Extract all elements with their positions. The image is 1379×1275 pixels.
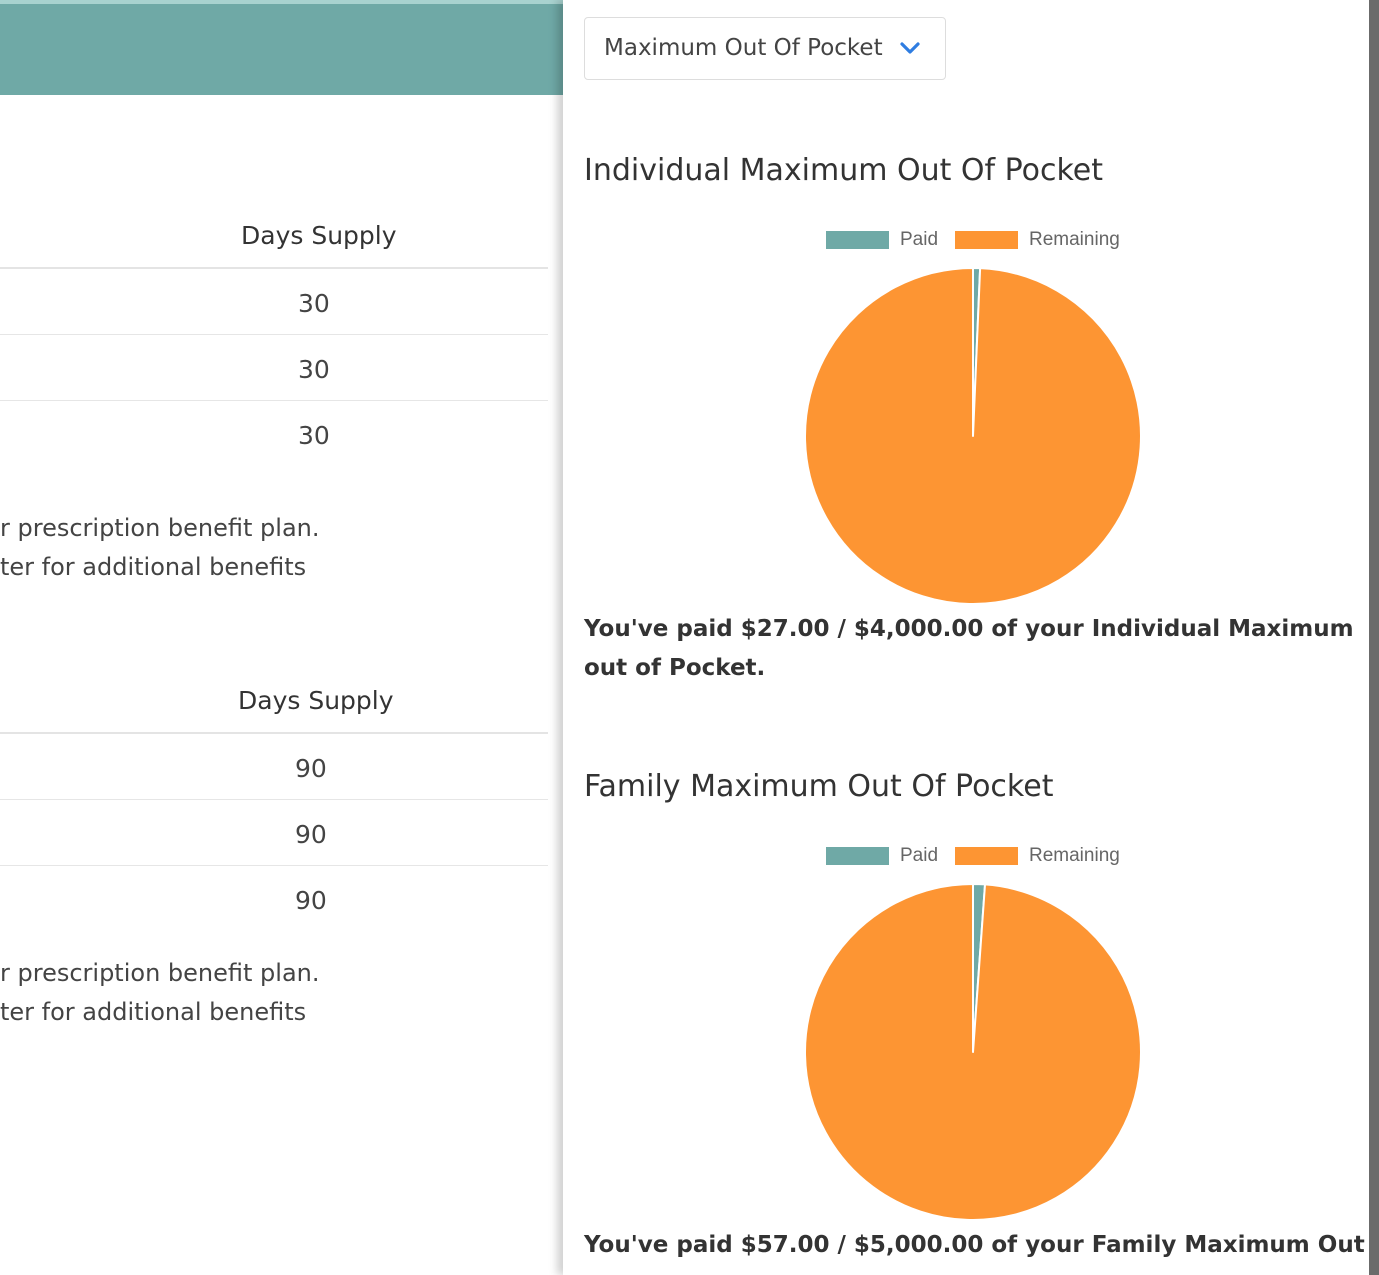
legend-label-remaining[interactable]: Remaining xyxy=(1029,845,1120,866)
note-line: ter for additional benefits xyxy=(0,998,307,1026)
legend-swatch-paid[interactable] xyxy=(826,847,889,865)
days-supply-cell: 90 xyxy=(295,754,327,783)
days-supply-cell: 30 xyxy=(298,421,330,450)
legend-swatch-paid[interactable] xyxy=(826,231,889,249)
individual-moop-title: Individual Maximum Out Of Pocket xyxy=(584,153,1104,188)
note-line: r prescription benefit plan. xyxy=(0,514,320,542)
pie-slice-remaining[interactable] xyxy=(804,267,1142,605)
note-line: r prescription benefit plan. xyxy=(0,959,320,987)
legend-label-remaining[interactable]: Remaining xyxy=(1029,229,1120,250)
table-row: 30 xyxy=(0,401,548,466)
plan-note-2: r prescription benefit plan. ter for add… xyxy=(0,954,320,1032)
legend-swatch-remaining[interactable] xyxy=(955,231,1018,249)
accumulator-type-select[interactable]: Maximum Out Of Pocket xyxy=(584,17,946,80)
individual-moop-summary: You've paid $27.00 / $4,000.00 of your I… xyxy=(584,616,1354,681)
family-moop-title: Family Maximum Out Of Pocket xyxy=(584,769,1054,804)
table-row: 30 xyxy=(0,335,548,401)
pie-slice-remaining[interactable] xyxy=(804,883,1142,1221)
individual-moop-pie-chart: Paid Remaining xyxy=(804,229,1142,605)
column-header-days-supply: Days Supply xyxy=(241,221,397,250)
chevron-down-icon[interactable] xyxy=(899,40,921,56)
days-supply-cell: 30 xyxy=(298,289,330,318)
legend-swatch-remaining[interactable] xyxy=(955,847,1018,865)
accumulator-panel: Maximum Out Of Pocket Individual Maximum… xyxy=(563,0,1369,1275)
pie-slices xyxy=(804,883,1142,1221)
legend-label-paid[interactable]: Paid xyxy=(900,229,938,250)
days-supply-table-30: Days Supply 30 30 30 xyxy=(0,205,548,466)
select-value: Maximum Out Of Pocket xyxy=(604,35,883,61)
table-header-row: Days Supply xyxy=(0,205,548,269)
window-scrollbar-edge[interactable] xyxy=(1369,0,1379,1275)
days-supply-cell: 30 xyxy=(298,355,330,384)
table-row: 90 xyxy=(0,800,548,866)
plan-note-1: r prescription benefit plan. ter for add… xyxy=(0,509,320,587)
days-supply-cell: 90 xyxy=(295,820,327,849)
table-row: 90 xyxy=(0,734,548,800)
days-supply-table-90: Days Supply 90 90 90 xyxy=(0,670,548,931)
family-moop-pie-chart: Paid Remaining xyxy=(804,845,1142,1221)
family-moop-summary: You've paid $57.00 / $5,000.00 of your F… xyxy=(584,1232,1369,1258)
chart-legend: Paid Remaining xyxy=(826,229,1120,250)
table-row: 90 xyxy=(0,866,548,931)
days-supply-cell: 90 xyxy=(295,886,327,915)
table-header-row: Days Supply xyxy=(0,670,548,734)
page-header-band xyxy=(0,0,563,95)
chart-legend: Paid Remaining xyxy=(826,845,1120,866)
table-row: 30 xyxy=(0,269,548,335)
note-line: ter for additional benefits xyxy=(0,553,307,581)
main-page: Days Supply 30 30 30 r prescription bene… xyxy=(0,0,563,1275)
column-header-days-supply: Days Supply xyxy=(238,686,394,715)
legend-label-paid[interactable]: Paid xyxy=(900,845,938,866)
pie-slices xyxy=(804,267,1142,605)
